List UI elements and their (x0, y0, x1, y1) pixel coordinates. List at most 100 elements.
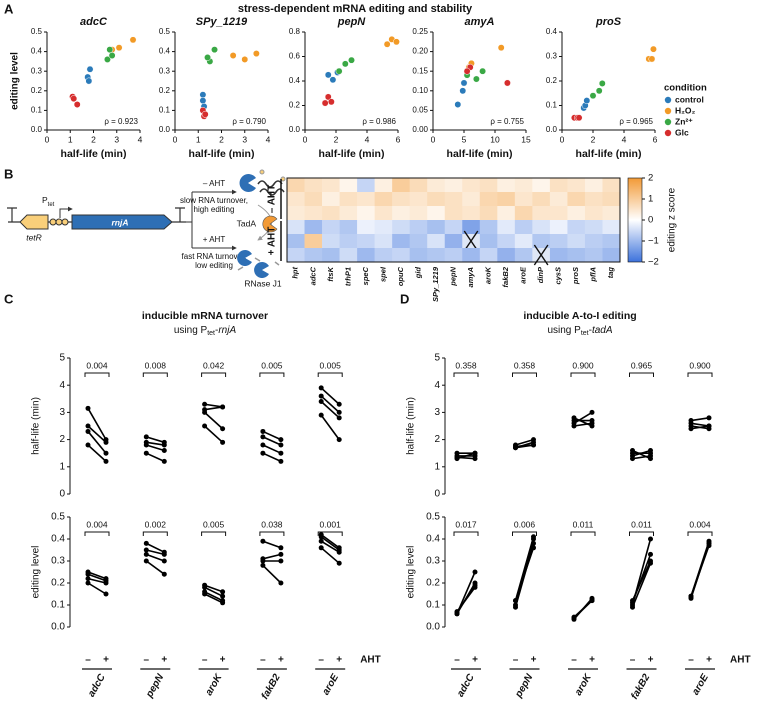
heat-cell (479, 220, 498, 235)
y-tick-label: 0.15 (412, 66, 428, 75)
y-tick-label: 1 (59, 461, 65, 472)
pair-line (320, 414, 340, 441)
chart-title: adcC (80, 16, 108, 28)
heat-cell (304, 248, 323, 263)
group-label: + (103, 655, 109, 666)
group-label: + (472, 655, 478, 666)
pair-line (204, 593, 223, 604)
diagram-text: low editing (195, 261, 233, 270)
point (220, 589, 226, 595)
point (241, 55, 249, 63)
point (108, 52, 116, 59)
p-value: 0.358 (455, 360, 477, 370)
point (336, 401, 342, 407)
point (85, 576, 91, 582)
p-value: 0.038 (261, 519, 283, 529)
p-value: 0.900 (572, 360, 594, 370)
point (324, 71, 332, 79)
heat-cell (304, 178, 323, 193)
point (104, 55, 111, 63)
bracket (84, 372, 110, 377)
point (278, 558, 284, 564)
point (85, 428, 91, 434)
pair-line (262, 436, 282, 446)
p-value: 0.004 (86, 360, 108, 370)
heat-cell (479, 178, 498, 193)
heat-cell (567, 234, 586, 249)
pair-line (631, 562, 652, 608)
x-tick-label: 3 (114, 134, 119, 144)
heat-cell (462, 178, 481, 193)
legend-swatch (664, 96, 672, 104)
point (318, 538, 324, 544)
pair-line (632, 449, 651, 457)
chart-title: pepN (337, 16, 367, 28)
x-tick-label: aroK (204, 672, 225, 698)
y-tick-label: 5 (434, 353, 440, 364)
x-tick-label: 4 (266, 134, 271, 144)
pair-line (514, 547, 535, 601)
heat-cell (602, 206, 621, 221)
legend-label: H₂O₂ (675, 105, 696, 115)
colorbar (627, 177, 643, 263)
point (202, 584, 208, 590)
axis (304, 32, 398, 131)
group-label: + (220, 655, 226, 666)
y-tick-label: 0.6 (289, 52, 301, 61)
pair-line (145, 560, 165, 575)
pair-line (204, 584, 223, 593)
x-tick-label: 0 (45, 134, 50, 144)
heat-cell (497, 206, 516, 221)
point (463, 67, 471, 75)
x-tick-label: pepN (513, 672, 536, 701)
y-tick-label: 0.1 (31, 106, 43, 115)
heat-cell (479, 234, 498, 249)
point (278, 545, 284, 551)
point (575, 114, 583, 122)
pair-line (262, 444, 282, 454)
column-label: pepN (448, 266, 457, 286)
pair-line (631, 560, 652, 601)
chart-title: amyA (465, 16, 495, 28)
heat-cell (374, 206, 393, 221)
heat-cell (357, 220, 375, 235)
point (143, 442, 149, 448)
point (336, 437, 342, 443)
construct-diagram: tetR Ptet rnjA – AHT slow RNA turnover, … (7, 169, 286, 288)
y-tick-label: 0.1 (159, 106, 171, 115)
heat-cell (602, 248, 621, 263)
heat-cell (322, 178, 340, 193)
y-tick-label: 0 (59, 489, 65, 500)
column-label: aroE (519, 266, 528, 284)
protein-label: RNase J1 (244, 278, 282, 288)
point (648, 551, 653, 557)
heat-cell (374, 248, 393, 263)
point (211, 46, 218, 54)
x-tick-label: adcC (86, 672, 108, 699)
pair-line (87, 577, 107, 584)
pair-line (87, 425, 107, 443)
pair-line (145, 542, 165, 553)
group-label: – (318, 655, 324, 666)
diagram-text: high editing (194, 205, 235, 214)
y-tick-label: 3 (434, 407, 440, 418)
point (630, 604, 635, 610)
point (336, 560, 342, 566)
point (513, 445, 518, 451)
heat-cell (584, 192, 603, 207)
pair-line (146, 444, 165, 452)
point (318, 545, 324, 551)
annotation: ρ = 0.923 (104, 117, 138, 126)
heat-cell (532, 192, 551, 207)
heat-cell (427, 192, 446, 207)
heat-cell (549, 206, 568, 221)
y-tick-label: 1 (434, 461, 440, 472)
column-label: fakB2 (501, 266, 510, 287)
y-tick-label: 0.0 (546, 125, 558, 134)
legend-label: control (675, 94, 704, 104)
point (583, 97, 591, 105)
point (531, 545, 536, 551)
heat-cell (427, 234, 446, 249)
gene-label: tetR (26, 232, 42, 242)
